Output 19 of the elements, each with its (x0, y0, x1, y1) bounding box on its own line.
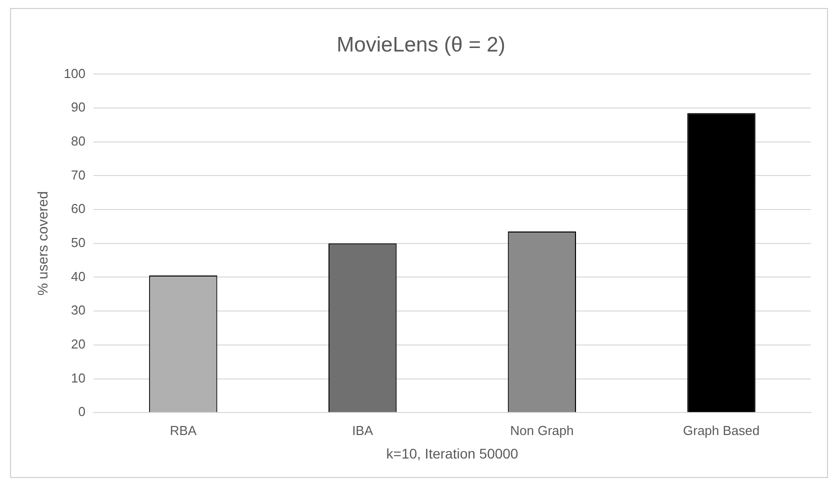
y-tick-label: 20 (71, 336, 86, 352)
bar (687, 113, 756, 412)
y-tick-label: 40 (71, 268, 86, 284)
chart-title: MovieLens (θ = 2) (336, 33, 506, 56)
x-tick-label: RBA (170, 422, 197, 438)
y-axis-title: % users covered (34, 191, 50, 296)
y-tick-label: 60 (71, 201, 86, 216)
y-tick-label: 10 (71, 370, 86, 386)
y-tick-label: 0 (78, 404, 86, 420)
y-tick-label: 80 (71, 133, 86, 148)
y-tick-label: 30 (71, 302, 86, 318)
x-tick-label: IBA (352, 422, 374, 438)
x-tick-label: Graph Based (683, 422, 760, 438)
x-tick-label: Non Graph (510, 422, 574, 438)
y-tick-label: 100 (64, 66, 86, 81)
y-tick-label: 70 (71, 167, 86, 182)
y-tick-label: 50 (71, 234, 86, 250)
y-tick-label: 90 (71, 100, 86, 115)
x-axis-title: k=10, Iteration 50000 (386, 445, 518, 462)
